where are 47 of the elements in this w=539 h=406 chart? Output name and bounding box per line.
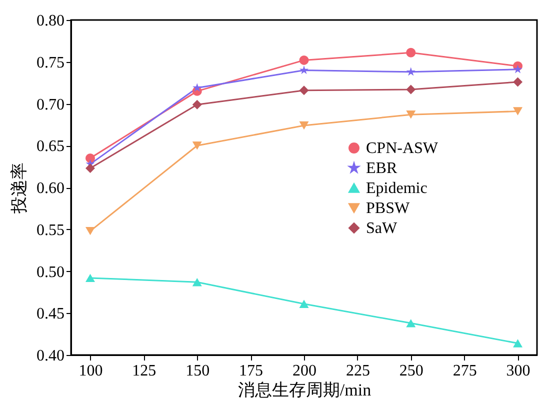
point xyxy=(192,278,202,286)
point xyxy=(85,274,95,282)
x-tick-label: 150 xyxy=(186,362,210,380)
point xyxy=(85,163,95,173)
x-tick-label: 175 xyxy=(239,362,264,380)
x-tick-label: 250 xyxy=(399,362,424,380)
legend-label: CPN-ASW xyxy=(366,140,439,157)
y-axis-title: 投递率 xyxy=(10,162,28,214)
legend-label: PBSW xyxy=(366,200,410,217)
legend-label: Epidemic xyxy=(366,180,428,197)
point xyxy=(299,300,309,308)
legend-label: SaW xyxy=(366,220,398,237)
y-tick-label: 0.40 xyxy=(36,348,64,364)
point xyxy=(406,84,416,94)
legend-label: EBR xyxy=(366,160,398,177)
point xyxy=(192,83,202,92)
x-tick-label: 300 xyxy=(506,362,530,380)
y-tick-label: 0.70 xyxy=(36,96,64,114)
point xyxy=(513,64,522,74)
x-tick-label: 100 xyxy=(78,362,103,380)
x-tick-label: 125 xyxy=(132,362,156,380)
y-tick-label: 0.65 xyxy=(36,138,64,156)
x-tick-label: 225 xyxy=(346,362,370,380)
x-tick-label: 200 xyxy=(292,362,316,380)
y-tick-label: 0.50 xyxy=(36,264,64,281)
x-tick-label: 275 xyxy=(452,362,477,380)
point xyxy=(406,48,416,58)
point xyxy=(299,55,309,65)
point xyxy=(299,86,309,96)
point xyxy=(299,66,309,74)
y-tick-label: 0.55 xyxy=(36,222,64,239)
y-tick-label: 0.45 xyxy=(36,306,64,323)
point xyxy=(299,121,309,130)
point xyxy=(513,339,523,348)
y-tick-label: 0.80 xyxy=(36,12,64,30)
point xyxy=(85,226,95,236)
y-tick-label: 0.60 xyxy=(36,180,64,197)
point xyxy=(85,153,95,163)
point xyxy=(192,142,202,150)
point xyxy=(406,319,416,328)
x-axis-title: 消息生存周期/min xyxy=(238,380,372,400)
point xyxy=(192,100,202,110)
y-tick-label: 0.75 xyxy=(36,54,64,72)
point xyxy=(513,107,523,116)
point xyxy=(406,110,416,119)
point xyxy=(513,77,523,87)
point xyxy=(406,67,416,76)
